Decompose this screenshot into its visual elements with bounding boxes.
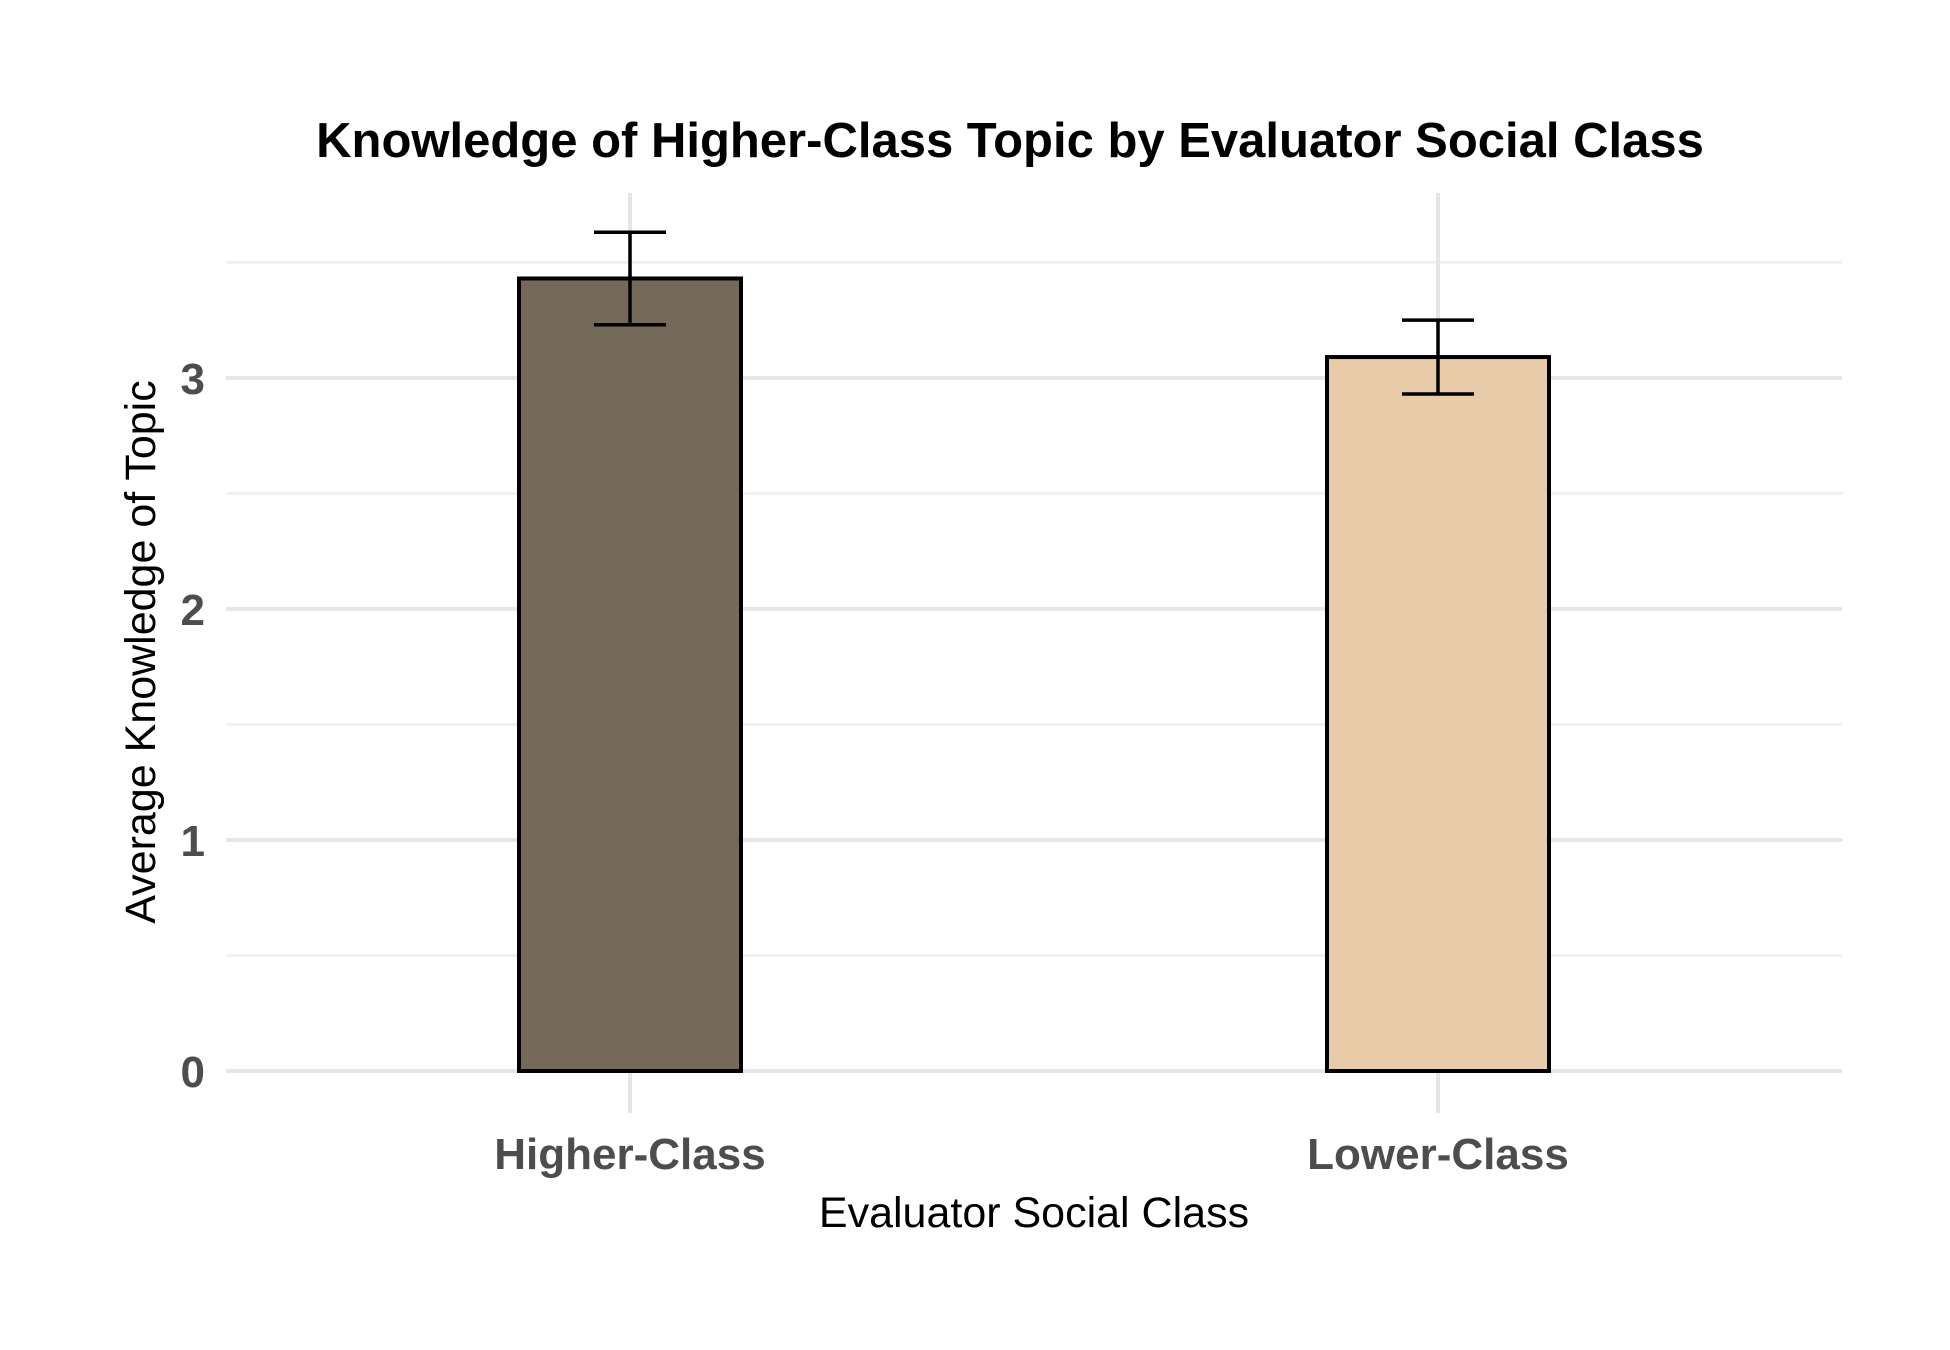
y-tick-label: 3	[181, 355, 205, 404]
error-bars-layer	[594, 230, 1474, 396]
chart-title: Knowledge of Higher-Class Topic by Evalu…	[316, 114, 1704, 168]
y-tick-label: 2	[181, 586, 205, 635]
bar-higher-class	[517, 276, 743, 1073]
x-tick-label: Higher-Class	[494, 1130, 765, 1179]
bar-lower-class	[1325, 355, 1551, 1073]
x-tick-label: Lower-Class	[1307, 1130, 1569, 1179]
tick-labels-layer: 0 1 2 3 Higher-Class Lower-Class	[181, 355, 1569, 1179]
y-axis-title: Average Knowledge of Topic	[117, 380, 165, 923]
y-tick-label: 0	[181, 1048, 205, 1097]
x-axis-title: Evaluator Social Class	[819, 1189, 1249, 1237]
grid-layer	[226, 193, 1842, 1113]
bars-layer	[517, 276, 1551, 1073]
y-tick-label: 1	[181, 817, 205, 866]
